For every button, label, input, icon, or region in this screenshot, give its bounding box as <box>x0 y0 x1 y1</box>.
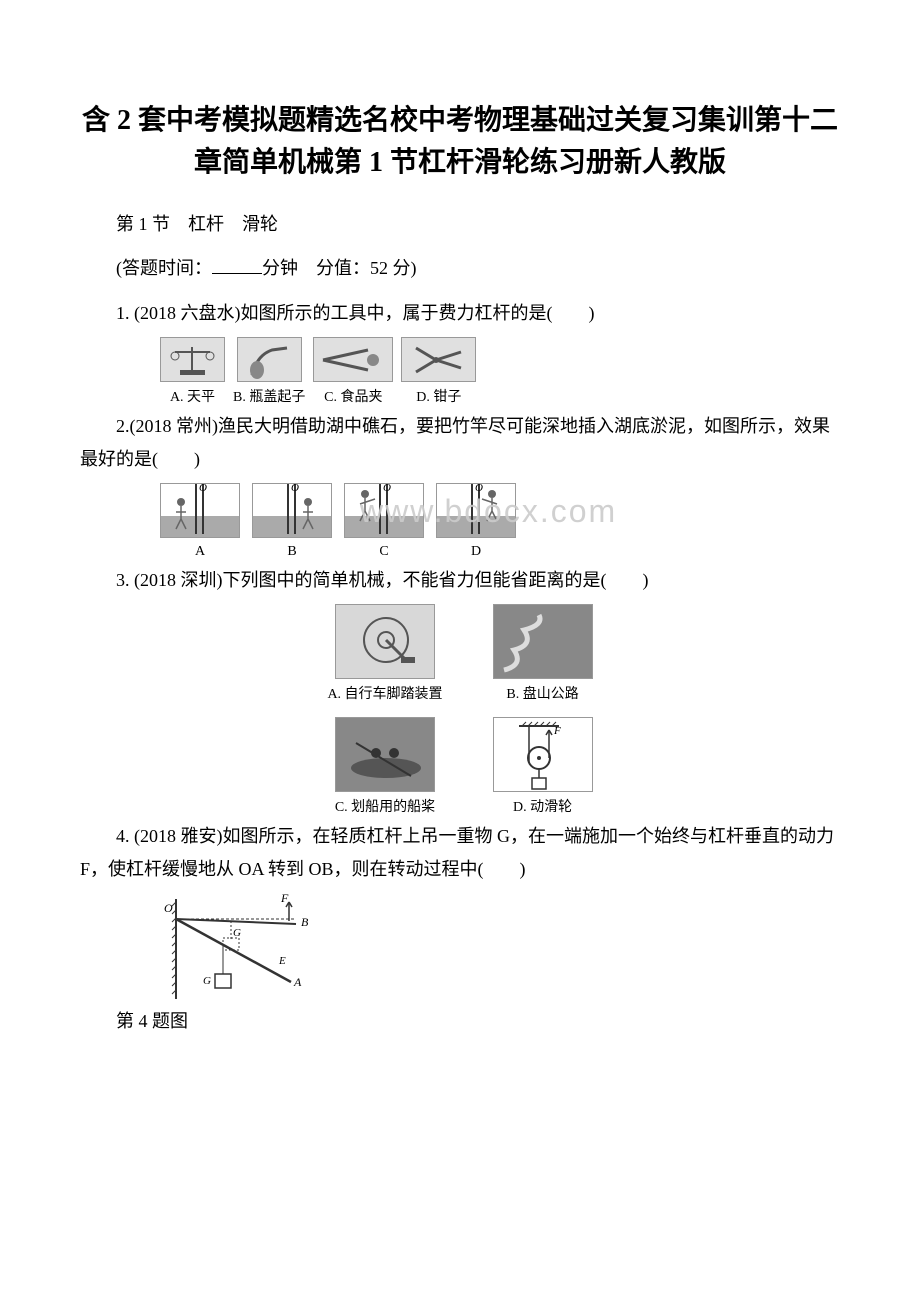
timing-blank <box>212 256 262 274</box>
movable-pulley-icon: F <box>493 717 593 792</box>
q1-option-b: B. 瓶盖起子 <box>233 337 305 406</box>
fisherman-c-icon <box>344 483 424 538</box>
q3-option-c: C. 划船用的船桨 <box>327 717 442 816</box>
mountain-road-icon <box>493 604 593 679</box>
label-O: O <box>164 901 173 915</box>
svg-text:F: F <box>553 725 561 737</box>
timing-suffix: 分钟 分值：52 分) <box>262 258 417 278</box>
balance-scale-icon <box>160 337 225 382</box>
food-tongs-icon <box>313 337 393 382</box>
pliers-icon <box>401 337 476 382</box>
section-label: 第 1 节 杠杆 滑轮 <box>80 208 840 240</box>
q2-caption-a: A <box>195 544 205 560</box>
q3-option-a: A. 自行车脚踏装置 <box>327 604 442 703</box>
question-4-caption: 第 4 题图 <box>80 1007 840 1033</box>
boat-paddle-icon <box>335 717 435 792</box>
q3-caption-c: C. 划船用的船桨 <box>335 796 435 816</box>
q2-option-c: C <box>344 483 424 560</box>
q2-caption-b: B <box>287 544 296 560</box>
q3-option-b: B. 盘山公路 <box>493 604 593 703</box>
bottle-opener-icon <box>237 337 302 382</box>
label-G2: G <box>203 975 211 987</box>
q1-caption-c: C. 食品夹 <box>324 386 382 406</box>
q3-caption-a: A. 自行车脚踏装置 <box>327 683 442 703</box>
fisherman-d-icon <box>436 483 516 538</box>
question-4-diagram: O B F G A E G <box>160 893 330 1003</box>
label-G1: G <box>233 927 241 939</box>
q1-option-c: C. 食品夹 <box>313 337 393 406</box>
q2-option-d: D <box>436 483 516 560</box>
question-3-text: 3. (2018 深圳)下列图中的简单机械，不能省力但能省距离的是( ) <box>80 564 840 596</box>
label-A: A <box>293 975 302 989</box>
q2-option-b: B <box>252 483 332 560</box>
label-B: B <box>301 915 309 929</box>
q3-option-d: F D. 动滑轮 <box>493 717 593 816</box>
q1-caption-a: A. 天平 <box>170 386 215 406</box>
q2-option-a: A <box>160 483 240 560</box>
q3-caption-b: B. 盘山公路 <box>506 683 578 703</box>
question-1-text: 1. (2018 六盘水)如图所示的工具中，属于费力杠杆的是( ) <box>80 297 840 329</box>
q1-caption-d: D. 钳子 <box>416 386 461 406</box>
fisherman-a-icon <box>160 483 240 538</box>
question-2-text: 2.(2018 常州)渔民大明借助湖中礁石，要把竹竿尽可能深地插入湖底淤泥，如图… <box>80 410 840 475</box>
q1-option-d: D. 钳子 <box>401 337 476 406</box>
q3-caption-d: D. 动滑轮 <box>513 796 572 816</box>
timing-prefix: (答题时间： <box>116 258 212 278</box>
question-2-figure: www.bdocx.com A B C D <box>160 483 840 560</box>
q1-option-a: A. 天平 <box>160 337 225 406</box>
label-F: F <box>280 894 289 905</box>
question-4-text: 4. (2018 雅安)如图所示，在轻质杠杆上吊一重物 G，在一端施加一个始终与… <box>80 820 840 885</box>
timing-line: (答题时间： 分钟 分值：52 分) <box>80 252 840 284</box>
fisherman-b-icon <box>252 483 332 538</box>
label-E: E <box>278 955 286 967</box>
document-title: 含 2 套中考模拟题精选名校中考物理基础过关复习集训第十二章简单机械第 1 节杠… <box>80 100 840 184</box>
q1-caption-b: B. 瓶盖起子 <box>233 386 305 406</box>
question-3-figure: A. 自行车脚踏装置 B. 盘山公路 C. 划船用的船桨 F D. 动滑轮 <box>80 604 840 816</box>
question-1-figure: A. 天平 B. 瓶盖起子 C. 食品夹 D. 钳子 <box>160 337 840 406</box>
q2-caption-d: D <box>471 544 481 560</box>
bicycle-pedal-icon <box>335 604 435 679</box>
q2-caption-c: C <box>379 544 388 560</box>
